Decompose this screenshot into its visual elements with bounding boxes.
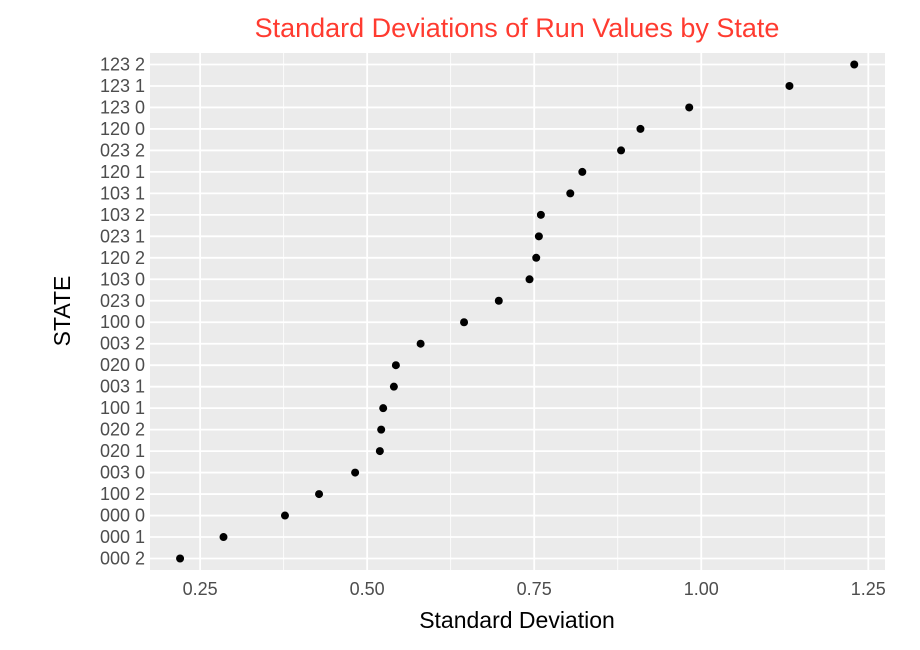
y-tick-label: 023 1	[100, 226, 145, 246]
y-tick-label: 023 2	[100, 140, 145, 160]
x-tick-label: 1.25	[851, 579, 886, 599]
data-point	[280, 511, 289, 520]
data-point	[785, 81, 794, 90]
data-point	[850, 60, 859, 69]
x-tick-label: 0.25	[183, 579, 218, 599]
data-point	[566, 189, 575, 198]
data-point	[460, 318, 469, 327]
data-point	[685, 103, 694, 112]
plot-panel	[150, 53, 885, 570]
y-tick-label: 000 0	[100, 506, 145, 526]
y-tick-label: 103 1	[100, 183, 145, 203]
y-tick-label: 120 0	[100, 119, 145, 139]
data-point	[536, 210, 545, 219]
x-tick-labels: 0.25 0.50 0.75 1.00 1.25	[183, 579, 886, 599]
data-point	[532, 253, 541, 262]
y-axis-title: STATE	[49, 276, 75, 347]
data-point	[578, 167, 587, 176]
y-tick-label: 020 1	[100, 441, 145, 461]
y-tick-label: 000 1	[100, 527, 145, 547]
y-tick-label: 000 2	[100, 549, 145, 569]
data-point	[219, 533, 228, 542]
y-tick-label: 123 2	[100, 55, 145, 75]
y-tick-label: 100 1	[100, 398, 145, 418]
data-point	[617, 146, 626, 155]
grid-lines	[150, 53, 885, 570]
data-point	[525, 275, 534, 284]
y-tick-label: 100 0	[100, 312, 145, 332]
data-point	[351, 468, 360, 477]
y-tick-label: 123 1	[100, 76, 145, 96]
y-tick-label: 020 0	[100, 355, 145, 375]
data-point	[375, 447, 384, 456]
x-axis-title: Standard Deviation	[419, 607, 615, 633]
data-point	[176, 554, 185, 563]
y-tick-label: 003 0	[100, 463, 145, 483]
data-points	[176, 60, 859, 563]
data-point	[534, 232, 543, 241]
y-tick-label: 103 0	[100, 269, 145, 289]
y-tick-label: 020 2	[100, 420, 145, 440]
y-tick-label: 023 0	[100, 291, 145, 311]
y-tick-label: 120 2	[100, 248, 145, 268]
data-point	[377, 425, 386, 434]
chart-title: Standard Deviations of Run Values by Sta…	[255, 13, 780, 43]
data-point	[389, 382, 398, 391]
x-tick-label: 0.50	[350, 579, 385, 599]
data-point	[391, 361, 400, 370]
y-tick-label: 103 2	[100, 205, 145, 225]
y-tick-label: 120 1	[100, 162, 145, 182]
data-point	[636, 124, 645, 133]
data-point	[416, 339, 425, 348]
y-tick-label: 100 2	[100, 484, 145, 504]
y-tick-label: 003 1	[100, 377, 145, 397]
y-tick-label: 003 2	[100, 334, 145, 354]
x-tick-label: 1.00	[684, 579, 719, 599]
data-point	[315, 490, 324, 499]
x-tick-label: 0.75	[517, 579, 552, 599]
y-tick-label: 123 0	[100, 97, 145, 117]
data-point	[494, 296, 503, 305]
data-point	[379, 404, 388, 413]
